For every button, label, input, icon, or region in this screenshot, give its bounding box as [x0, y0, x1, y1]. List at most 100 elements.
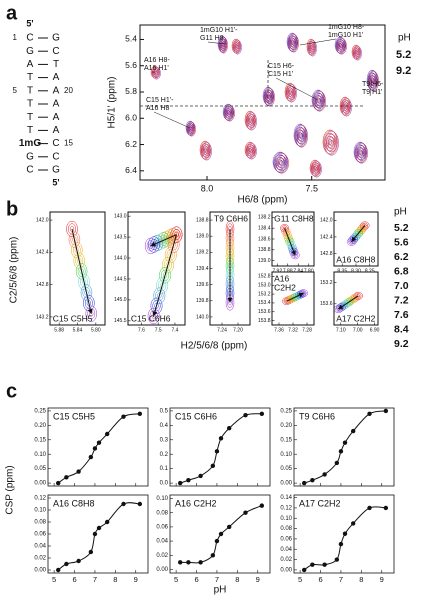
y-tick-label: 5.8: [125, 86, 137, 96]
contour: [356, 225, 367, 234]
contour: [292, 252, 299, 258]
y-tick-label: 0.2: [160, 452, 169, 458]
contour: [155, 290, 164, 302]
annotation: C15 H1'-: [146, 97, 174, 104]
data-point: [302, 480, 307, 486]
contour: [246, 143, 254, 157]
contour: [161, 256, 174, 274]
contour: [292, 40, 296, 46]
y-tick-label: 138.2: [258, 215, 271, 221]
panel-label: b: [6, 198, 18, 220]
residue-number: 1: [13, 33, 18, 42]
data-point: [259, 503, 265, 508]
contour: [336, 37, 347, 55]
legend-entry: 7.0: [394, 280, 409, 292]
contour: [80, 276, 88, 288]
base: T: [27, 85, 33, 96]
y-tick-label: 6.0: [125, 113, 137, 123]
contour: [281, 225, 288, 231]
x-tick-label: 8.35: [337, 268, 347, 274]
base: 1mG: [19, 138, 41, 149]
box-label: A16 C8H8: [336, 254, 375, 264]
data-point: [186, 560, 191, 565]
data-point: [198, 473, 203, 479]
contour: [154, 69, 159, 77]
contour: [226, 108, 233, 118]
plot-frame: [333, 271, 379, 326]
x-tick-label: 7: [215, 575, 219, 584]
y-tick-label: 0.15: [280, 437, 292, 443]
x-tick-label: 6: [72, 575, 76, 584]
y-tick-label: 152.8: [258, 274, 271, 280]
data-point: [92, 446, 98, 451]
contour: [313, 90, 326, 112]
y-tick-label: 0.00: [156, 567, 168, 573]
data-point: [210, 553, 216, 558]
data-point: [350, 428, 356, 434]
contour: [72, 244, 81, 256]
y-tick-label: 0.00: [34, 568, 46, 574]
residue-number: 15: [64, 139, 73, 148]
contour: [370, 75, 377, 87]
contour: [168, 252, 173, 258]
x-tick-label: 7.6: [138, 327, 145, 333]
shift-arrow: [152, 234, 177, 317]
x-tick-label: 8.25: [365, 268, 375, 274]
contour: [285, 83, 297, 102]
data-point: [56, 567, 61, 573]
contour: [265, 90, 274, 105]
plot-title: T9 C6H6: [299, 411, 335, 421]
y-tick-label: 0.06: [156, 524, 168, 530]
data-point: [198, 560, 203, 565]
contour: [345, 104, 349, 110]
contour: [70, 234, 79, 246]
contour: [366, 69, 378, 91]
contour: [313, 164, 319, 173]
contour: [336, 303, 346, 312]
base: G: [52, 33, 60, 44]
y-tick-label: 0.06: [34, 532, 46, 538]
data-point: [243, 510, 248, 515]
contour: [353, 229, 363, 238]
y-tick-label: 143.0: [114, 214, 127, 220]
y-tick-label: 0.00: [34, 481, 46, 487]
base: C: [52, 138, 59, 149]
residue-number: 20: [64, 86, 73, 95]
annotation-leader: [153, 111, 191, 129]
contour: [159, 267, 172, 284]
data-point: [243, 413, 248, 418]
legend-entry: 5.2: [394, 222, 409, 234]
y-tick-label: 0.04: [34, 544, 46, 550]
y-tick-label: 0.00: [280, 567, 292, 573]
base: A: [53, 125, 60, 136]
y-tick-label: 0.00: [280, 481, 292, 487]
contour: [163, 259, 172, 271]
base: T: [53, 59, 59, 70]
contour: [164, 246, 177, 264]
contour: [357, 147, 365, 158]
contour: [199, 140, 211, 160]
base: C: [26, 33, 33, 44]
annotation: T9 H6-: [362, 81, 384, 88]
plot-frame: [47, 407, 149, 487]
annotation: 1mG10 H1'-: [200, 27, 238, 34]
contour: [273, 152, 289, 173]
data-point: [96, 440, 102, 445]
legend-entry: 9.2: [396, 65, 411, 77]
contour: [71, 241, 83, 259]
data-point: [334, 460, 340, 466]
y-tick-label: 143.2: [36, 314, 49, 320]
y-tick-label: 139.0: [196, 234, 209, 240]
x-tick-label: 7.10: [336, 327, 346, 333]
fit-curve: [57, 413, 140, 484]
y-tick-label: 142.8: [36, 282, 49, 288]
contour: [368, 72, 377, 89]
contour: [220, 38, 227, 52]
contour: [166, 249, 175, 261]
contour: [288, 87, 294, 98]
contour: [78, 273, 90, 291]
data-point: [104, 519, 110, 525]
x-tick-label: 7.32: [288, 327, 298, 333]
y-tick-label: 144.0: [114, 255, 127, 261]
